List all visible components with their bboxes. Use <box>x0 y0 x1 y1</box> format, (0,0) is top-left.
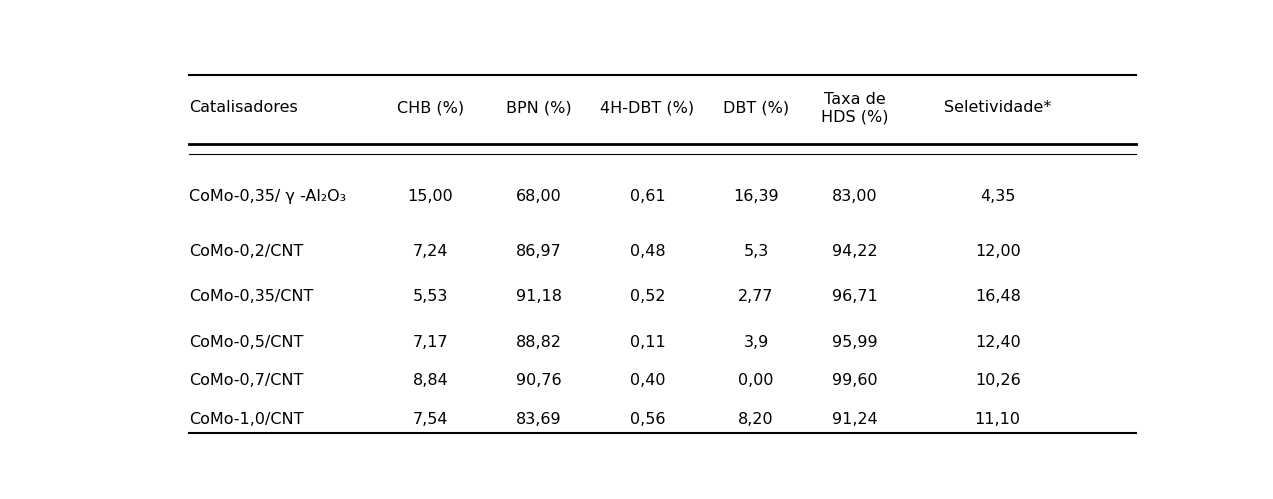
Text: Taxa de
HDS (%): Taxa de HDS (%) <box>821 92 889 124</box>
Text: CoMo-0,5/CNT: CoMo-0,5/CNT <box>188 335 303 350</box>
Text: 88,82: 88,82 <box>516 335 561 350</box>
Text: 12,00: 12,00 <box>975 245 1021 259</box>
Text: 90,76: 90,76 <box>516 373 561 388</box>
Text: 16,39: 16,39 <box>733 189 779 204</box>
Text: 3,9: 3,9 <box>743 335 769 350</box>
Text: BPN (%): BPN (%) <box>507 100 572 115</box>
Text: 11,10: 11,10 <box>975 412 1021 427</box>
Text: 91,18: 91,18 <box>516 289 561 304</box>
Text: 5,53: 5,53 <box>412 289 448 304</box>
Text: 83,69: 83,69 <box>516 412 561 427</box>
Text: 8,84: 8,84 <box>412 373 448 388</box>
Text: Catalisadores: Catalisadores <box>188 100 298 115</box>
Text: 15,00: 15,00 <box>407 189 453 204</box>
Text: 10,26: 10,26 <box>975 373 1021 388</box>
Text: CoMo-0,35/CNT: CoMo-0,35/CNT <box>188 289 313 304</box>
Text: 0,48: 0,48 <box>630 245 666 259</box>
Text: 8,20: 8,20 <box>738 412 774 427</box>
Text: 12,40: 12,40 <box>975 335 1021 350</box>
Text: CoMo-0,2/CNT: CoMo-0,2/CNT <box>188 245 303 259</box>
Text: 94,22: 94,22 <box>831 245 877 259</box>
Text: 7,54: 7,54 <box>412 412 448 427</box>
Text: 0,56: 0,56 <box>630 412 666 427</box>
Text: 7,17: 7,17 <box>412 335 448 350</box>
Text: 2,77: 2,77 <box>738 289 774 304</box>
Text: 0,00: 0,00 <box>738 373 774 388</box>
Text: 95,99: 95,99 <box>831 335 877 350</box>
Text: CoMo-0,35/ γ -Al₂O₃: CoMo-0,35/ γ -Al₂O₃ <box>188 189 346 204</box>
Text: 5,3: 5,3 <box>743 245 769 259</box>
Text: 86,97: 86,97 <box>516 245 561 259</box>
Text: 0,52: 0,52 <box>630 289 666 304</box>
Text: 68,00: 68,00 <box>516 189 561 204</box>
Text: CoMo-0,7/CNT: CoMo-0,7/CNT <box>188 373 303 388</box>
Text: 83,00: 83,00 <box>831 189 877 204</box>
Text: CoMo-1,0/CNT: CoMo-1,0/CNT <box>188 412 303 427</box>
Text: 7,24: 7,24 <box>412 245 448 259</box>
Text: 16,48: 16,48 <box>975 289 1021 304</box>
Text: 96,71: 96,71 <box>831 289 877 304</box>
Text: 4H-DBT (%): 4H-DBT (%) <box>601 100 695 115</box>
Text: 4,35: 4,35 <box>980 189 1016 204</box>
Text: 99,60: 99,60 <box>831 373 877 388</box>
Text: DBT (%): DBT (%) <box>723 100 789 115</box>
Text: 0,61: 0,61 <box>630 189 666 204</box>
Text: 0,40: 0,40 <box>630 373 666 388</box>
Text: 0,11: 0,11 <box>630 335 666 350</box>
Text: Seletividade*: Seletividade* <box>945 100 1051 115</box>
Text: CHB (%): CHB (%) <box>397 100 463 115</box>
Text: 91,24: 91,24 <box>831 412 877 427</box>
